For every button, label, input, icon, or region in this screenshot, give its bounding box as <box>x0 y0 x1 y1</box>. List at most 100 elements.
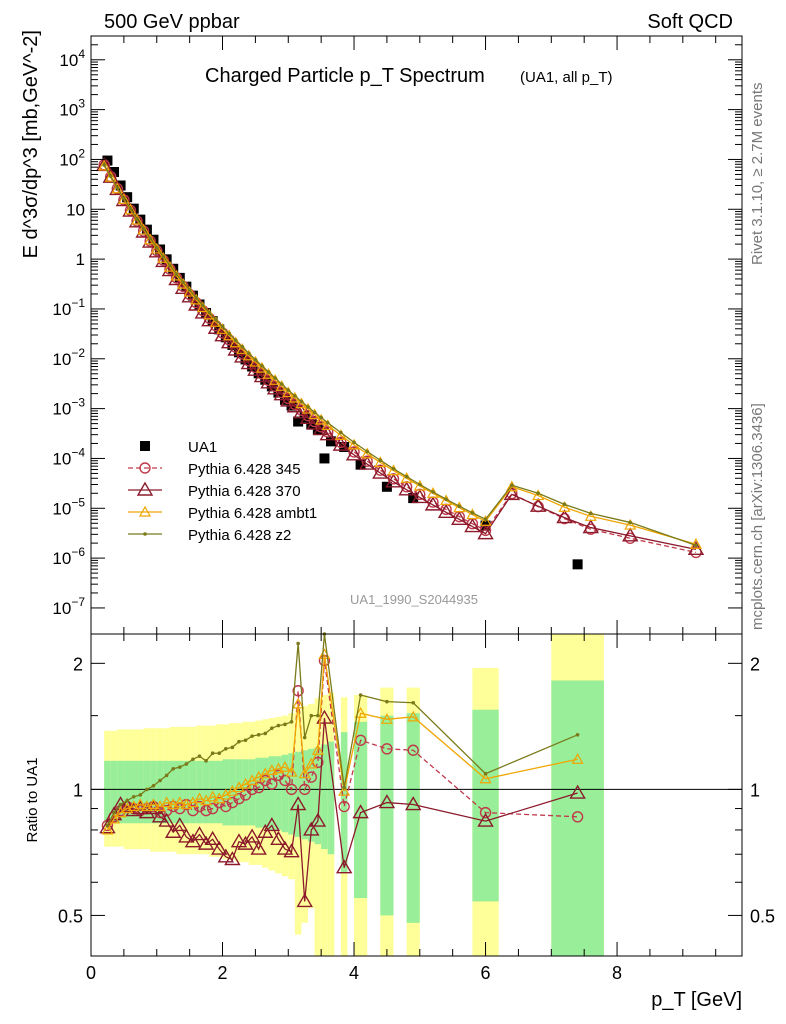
spectrum-point <box>562 502 567 507</box>
ratio-point <box>575 733 580 737</box>
uncertainty-band-stat <box>143 760 151 824</box>
ratio-point <box>118 802 123 807</box>
ratio-point <box>210 751 215 756</box>
spectrum-point <box>102 168 119 183</box>
uncertainty-band-stat <box>294 751 302 837</box>
ratio-point <box>404 796 422 811</box>
ratio-point <box>316 713 320 718</box>
spectrum-point <box>280 392 297 407</box>
ratio-point <box>411 700 416 705</box>
ratio-point <box>316 709 333 724</box>
ratio-point <box>171 766 175 771</box>
spectrum-series <box>102 155 583 570</box>
uncertainty-band-stat <box>189 760 197 824</box>
uncertainty-band-stat <box>150 760 157 824</box>
y-tick-label: 10−4 <box>52 445 85 468</box>
spectrum-point <box>111 182 124 194</box>
ratio-y-tick-label-right: 0.5 <box>750 906 775 926</box>
ratio-point <box>358 693 363 697</box>
spectrum-point <box>299 409 317 424</box>
spectrum-point <box>273 376 277 380</box>
ratio-point <box>138 804 156 819</box>
ratio-point <box>105 823 110 828</box>
y-tick-label: 10−5 <box>52 495 85 518</box>
mcplots-label: mcplots.cern.ch [arXiv:1306.3436] <box>749 403 766 630</box>
ratio-point <box>303 821 320 836</box>
legend-entry: Pythia 6.428 345 <box>128 461 301 478</box>
ratio-point <box>283 843 300 858</box>
spectrum-point <box>408 493 419 504</box>
ratio-point <box>378 794 396 809</box>
spectrum-point <box>200 303 205 307</box>
ratio-point <box>239 789 252 801</box>
spectrum-point <box>135 217 139 221</box>
spectrum-point <box>355 459 366 470</box>
uncertainty-band-stat <box>275 756 282 830</box>
ratio-point <box>352 804 369 819</box>
ratio-point <box>177 765 182 769</box>
spectrum-point <box>319 453 330 464</box>
ratio-point <box>289 720 294 724</box>
uncertainty-band-stat <box>196 760 203 824</box>
uncertainty-band-stat <box>117 760 124 824</box>
legend: UA1 Pythia 6.428 345 Pythia 6.428 370 Pythi… <box>128 439 317 544</box>
uncertainty-band-stat <box>380 715 394 916</box>
ratio-point <box>154 806 166 819</box>
uncertainty-band-stat <box>176 760 184 824</box>
y-tick-label: 1 <box>76 250 85 269</box>
uncertainty-band-stat <box>222 759 230 826</box>
ratio-point <box>220 800 232 813</box>
ratio-y-tick-label: 1 <box>73 780 83 800</box>
x-tick-label: 6 <box>481 963 491 983</box>
uncertainty-band-stat <box>406 713 420 923</box>
spectrum-point <box>325 420 330 425</box>
header-energy: 500 GeV ppbar <box>104 11 240 33</box>
ratio-point <box>256 733 261 737</box>
ratio-point <box>206 802 219 815</box>
spectrum-point <box>124 203 137 215</box>
ratio-point <box>354 734 367 746</box>
spectrum-point <box>227 339 238 350</box>
spectrum-point <box>207 310 212 315</box>
spectrum-point <box>293 416 304 427</box>
ratio-point <box>184 762 189 766</box>
legend-marker <box>138 505 152 517</box>
spectrum-point <box>558 500 571 512</box>
spectrum-point <box>247 351 251 356</box>
uncertainty-band-stat <box>354 721 368 899</box>
spectrum-point <box>532 489 545 501</box>
spectrum-point <box>444 497 448 502</box>
x-tick-label: 8 <box>612 963 622 983</box>
spectrum-point <box>628 520 633 525</box>
uncertainty-band-stat <box>156 760 164 824</box>
spectrum-point <box>194 295 199 300</box>
uncertainty-band-stat <box>163 760 170 824</box>
ratio-point <box>230 745 235 750</box>
ratio-point <box>173 796 186 808</box>
ratio-point <box>151 783 156 788</box>
spectrum-point <box>117 193 130 204</box>
spectrum-point <box>144 233 157 245</box>
spectrum-point <box>260 364 264 368</box>
spectrum-point <box>411 489 429 504</box>
ratio-point <box>296 641 300 646</box>
ratio-point <box>131 794 136 799</box>
spectrum-point <box>437 503 455 519</box>
uncertainty-band-stat <box>104 760 111 824</box>
spectrum-point <box>279 382 284 386</box>
ratio-y-tick-label: 2 <box>73 654 83 674</box>
ratio-point <box>257 823 274 838</box>
ratio-point <box>101 823 114 835</box>
ratio-point <box>263 817 281 832</box>
ratio-point <box>191 826 208 841</box>
spectrum-point <box>293 394 297 398</box>
uncertainty-band-stat <box>551 680 604 956</box>
legend-label: Pythia 6.428 345 <box>188 461 301 478</box>
legend-marker <box>136 481 154 496</box>
legend-entry: UA1 <box>140 439 217 456</box>
ratio-point <box>112 810 116 815</box>
uncertainty-band-stat <box>327 741 335 855</box>
ratio-point <box>285 765 298 777</box>
spectrum-point <box>157 252 170 263</box>
uncertainty-band-stat <box>130 760 138 824</box>
